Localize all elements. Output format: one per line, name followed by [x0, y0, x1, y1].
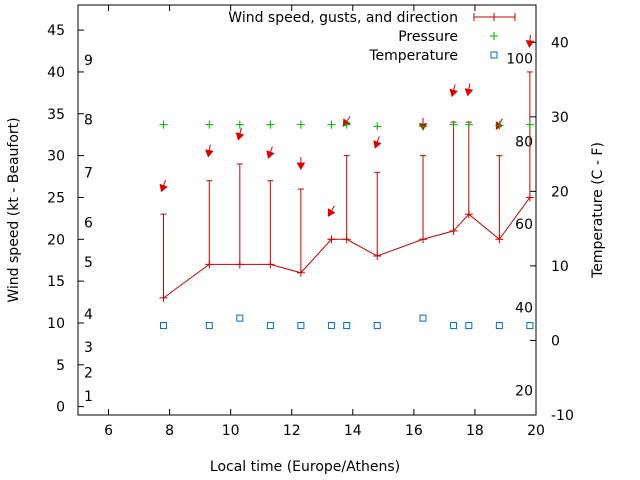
- temperature-point: [327, 322, 335, 330]
- temperature-point: [526, 322, 534, 330]
- beaufort-label: 7: [84, 165, 93, 181]
- temperature-point: [450, 322, 458, 330]
- y2-tick-label: -10: [551, 408, 574, 424]
- fahrenheit-label: 40: [515, 301, 533, 317]
- wind-direction-head: [464, 88, 474, 97]
- fahrenheit-label: 20: [515, 383, 533, 399]
- y-tick-label: 10: [47, 316, 65, 332]
- legend-label-pressure: Pressure: [398, 29, 458, 45]
- wind-direction-head: [266, 150, 275, 159]
- temperature-point: [266, 322, 274, 330]
- wind-direction-head: [327, 208, 336, 217]
- temperature-point: [465, 322, 473, 330]
- y2-tick-label: 20: [551, 184, 569, 200]
- x-tick-label: 16: [405, 423, 423, 439]
- beaufort-label: 9: [84, 53, 93, 69]
- temperature-point: [495, 322, 503, 330]
- y2-tick-label: 40: [551, 35, 569, 51]
- series-layer: [159, 34, 535, 330]
- wind-direction-head: [449, 88, 458, 98]
- legend: Wind speed, gusts, and direction Pressur…: [228, 10, 516, 64]
- wind-direction-head: [373, 140, 382, 149]
- x-tick-label: 12: [283, 423, 301, 439]
- plot-frame: [77, 4, 537, 416]
- y2-tick-label: 10: [551, 259, 569, 275]
- x-tick-label: 14: [344, 423, 362, 439]
- y-axis-label: Wind speed (kt - Beaufort): [6, 117, 22, 302]
- temperature-point: [343, 322, 351, 330]
- wind-direction-head: [525, 40, 535, 48]
- beaufort-label: 3: [84, 340, 93, 356]
- fahrenheit-label: 80: [515, 134, 533, 150]
- temperature-point: [159, 322, 167, 330]
- y-tick-label: 35: [47, 107, 65, 123]
- y-tick-label: 45: [47, 23, 65, 39]
- x-tick-label: 18: [466, 423, 484, 439]
- y-tick-label: 30: [47, 149, 65, 165]
- x-tick-label: 20: [527, 423, 545, 439]
- y-tick-label: 15: [47, 274, 65, 290]
- plot-frame-layer: 6 8 10 12 14 16 18 20051015202530354045-1001020…: [47, 4, 574, 439]
- temperature-point: [236, 314, 244, 322]
- wind-direction-head: [235, 132, 245, 141]
- y-tick-label: 20: [47, 232, 65, 248]
- wind-direction-head: [205, 149, 214, 158]
- legend-label-wind: Wind speed, gusts, and direction: [228, 10, 458, 26]
- beaufort-label: 6: [84, 216, 93, 232]
- beaufort-label: 4: [84, 307, 93, 323]
- temperature-point: [373, 322, 381, 330]
- wind-direction-head: [296, 162, 306, 171]
- y2-tick-label: 0: [551, 333, 560, 349]
- x-tick-label: 10: [222, 423, 240, 439]
- beaufort-label: 8: [84, 113, 93, 129]
- temperature-point: [205, 322, 213, 330]
- beaufort-label: 1: [84, 389, 93, 405]
- y2-axis-label: Temperature (C - F): [590, 142, 606, 279]
- temperature-point: [297, 322, 305, 330]
- temperature-point: [419, 314, 427, 322]
- wind-direction-head: [159, 183, 168, 193]
- legend-label-temperature: Temperature: [368, 48, 458, 64]
- y-tick-label: 40: [47, 65, 65, 81]
- x-axis-label: Local time (Europe/Athens): [210, 459, 400, 475]
- beaufort-label: 5: [84, 255, 93, 271]
- x-tick-label: 8: [165, 423, 174, 439]
- x-tick-label: 6: [104, 423, 113, 439]
- y-tick-label: 0: [56, 400, 65, 416]
- y-tick-label: 5: [56, 358, 65, 374]
- y-tick-label: 25: [47, 190, 65, 206]
- axis-label-layer: Local time (Europe/Athens) Wind speed (k…: [6, 117, 606, 475]
- y2-tick-label: 30: [551, 110, 569, 126]
- legend-sample-temperature: [490, 51, 498, 59]
- beaufort-label: 2: [84, 365, 93, 381]
- fahrenheit-label: 100: [506, 52, 533, 68]
- fahrenheit-label: 60: [515, 217, 533, 233]
